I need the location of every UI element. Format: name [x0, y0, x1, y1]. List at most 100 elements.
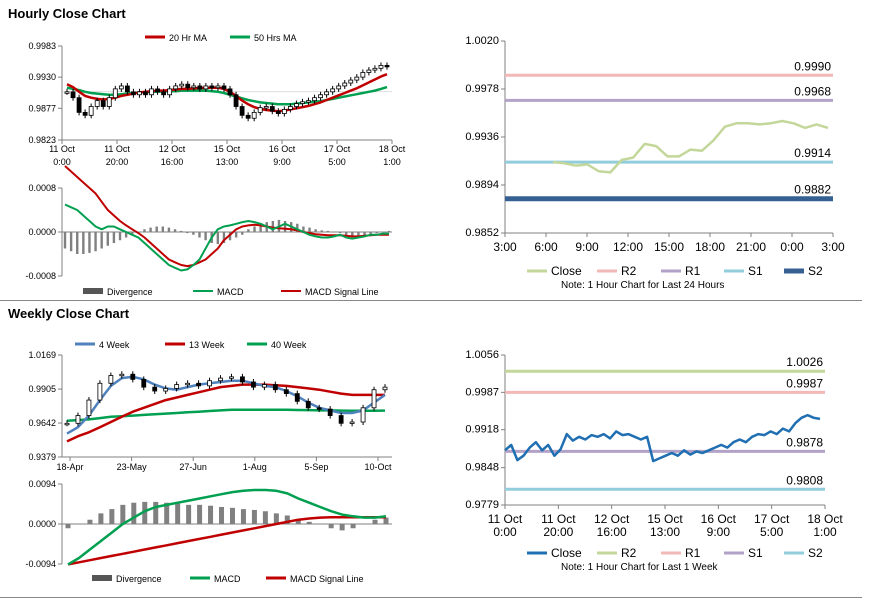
weekly-macd-divergence-bar [219, 506, 225, 524]
weekly-macd-divergence-bar [131, 502, 137, 524]
weekly-levels-y-tick-label: 1.0056 [465, 349, 499, 361]
hourly-levels-y-tick-label: 1.0020 [465, 35, 499, 47]
weekly-price-legend-label: 4 Week [99, 340, 130, 350]
hourly-macd-divergence-bar [192, 232, 195, 235]
weekly-levels-legend-label: R1 [685, 546, 701, 560]
weekly-macd-divergence-bar [109, 509, 115, 524]
hourly-price-x-tick-label: 20:00 [106, 157, 129, 167]
hourly-price-candle-body [155, 88, 160, 93]
weekly-macd-divergence-bar [328, 524, 334, 529]
hourly-price-candle-body [100, 100, 106, 107]
weekly-price-x-tick-label: 10-Oct [364, 462, 392, 472]
hourly-macd-divergence-bar [363, 232, 366, 237]
hourly-macd-divergence-bar [112, 232, 116, 243]
hourly-macd-divergence-bar [198, 232, 201, 238]
weekly-levels-s1-value-label: 0.9878 [786, 435, 823, 449]
hourly-macd-divergence-bar [161, 226, 165, 232]
weekly-price-candle-body [207, 380, 212, 387]
weekly-macd-divergence-bar [361, 524, 367, 525]
weekly-levels-s2-value-label: 0.9808 [786, 473, 823, 487]
hourly-price-candle-body [112, 88, 118, 99]
hourly-price-x-tick-label: 5:00 [328, 157, 346, 167]
hourly-price-x-tick-label: 1:00 [383, 157, 401, 167]
weekly-macd-divergence-bar [240, 509, 246, 524]
weekly-price-candle-body [97, 382, 103, 401]
weekly-macd-divergence-bar [87, 519, 93, 524]
hourly-price-candle-body [366, 69, 372, 73]
weekly-levels-x-tick-label: 16:00 [597, 525, 627, 539]
weekly-price-candle-body [163, 388, 169, 392]
weekly-price-candle-body [349, 421, 355, 424]
hourly-macd-legend-label: Divergence [107, 287, 153, 297]
hourly-price-candle-body [124, 85, 130, 93]
hourly-levels-close-series [552, 119, 829, 174]
hourly-macd-divergence-bar [149, 227, 152, 232]
hourly-macd-signal-series [64, 165, 389, 268]
weekly-levels-x-tick-label: 1:00 [813, 525, 837, 539]
hourly-macd-divergence-bar [100, 232, 103, 249]
weekly-price-candle-body [174, 384, 180, 389]
weekly-price-candle-body [86, 399, 92, 416]
weekly-macd-divergence-bar [142, 501, 148, 524]
hourly-macd-divergence-bar [369, 232, 372, 235]
weekly-price-candle-body [152, 386, 158, 392]
hourly-price-candle-body [143, 91, 148, 96]
hourly-macd-divergence-bar [247, 229, 250, 232]
hourly-macd-legend-label: MACD [217, 287, 244, 297]
weekly-macd-divergence-bar [98, 513, 104, 524]
weekly-price-x-tick-label: 1-Aug [243, 462, 267, 472]
hourly-macd-divergence-bar [63, 232, 67, 249]
weekly-macd-divergence-bar [65, 524, 71, 529]
hourly-macd-divergence-bar [381, 232, 385, 233]
weekly-macd-divergence-bar [273, 513, 279, 524]
hourly-price-candle-body [76, 97, 82, 113]
weekly-price-candle-body [261, 384, 267, 388]
hourly-levels-x-tick-label: 6:00 [534, 240, 558, 254]
weekly-price-candle-body [294, 393, 300, 402]
weekly-macd-divergence-bar [284, 515, 290, 524]
hourly-macd-divergence-bar [357, 232, 360, 238]
hourly-price-candle-body [330, 88, 336, 93]
weekly-price-legend-label: 40 Week [271, 340, 307, 350]
hourly-macd-divergence-bar [314, 229, 317, 232]
weekly-price-candle-body [218, 377, 223, 382]
weekly-price-y-tick-label: 1.0169 [28, 350, 56, 360]
hourly-price-candle-body [179, 83, 185, 87]
weekly-macd-divergence-bar [175, 503, 181, 524]
weekly-macd-legend-label: MACD Signal Line [290, 574, 364, 584]
weekly-levels-legend-label: Close [551, 546, 582, 560]
hourly-macd-divergence-bar [82, 232, 85, 254]
hourly-price-candle-body [306, 100, 311, 103]
hourly-macd-divergence-bar [326, 230, 330, 232]
hourly-levels-y-tick-label: 0.9978 [465, 83, 499, 95]
hourly-macd-divergence-bar [222, 232, 226, 243]
hourly-price-candle-body [137, 91, 142, 96]
hourly-price-candle-body [384, 64, 390, 68]
weekly-levels-x-tick-label: 5:00 [760, 525, 784, 539]
weekly-levels-y-tick-label: 0.9987 [465, 386, 499, 398]
hourly-macd-divergence-bar [94, 232, 97, 252]
hourly-price-ma50-series [66, 85, 388, 106]
hourly-price-candle-body [197, 85, 203, 90]
weekly-macd-y-tick-label: -0.0094 [25, 559, 56, 569]
hourly-price-candle-body [82, 111, 88, 116]
weekly-macd-divergence-bar [208, 505, 214, 524]
hourly-levels-x-tick-label: 12:00 [613, 240, 643, 254]
hourly-price-candle-body [70, 91, 76, 99]
hourly-price-candle-body [131, 91, 136, 96]
hourly-price-candle-body [215, 85, 221, 89]
hourly-levels-legend-label: S2 [808, 264, 823, 278]
hourly-price-candle-body [167, 88, 173, 96]
weekly-section-title: Weekly Close Chart [8, 306, 130, 321]
hourly-macd-divergence-bar [234, 232, 238, 238]
hourly-price-candle-body [378, 64, 384, 69]
weekly-macd-legend-label: MACD [214, 574, 241, 584]
weekly-macd-divergence-bar [306, 521, 312, 524]
weekly-macd-divergence-bar [372, 519, 378, 524]
hourly-price-candle-body [118, 85, 124, 90]
section-divider [0, 300, 862, 301]
hourly-macd-legend-swatch [83, 288, 103, 294]
hourly-macd-chart: 0.0008 0.0000 -0.0008 Divergence MACD MACD Si… [25, 165, 392, 297]
hourly-macd-divergence-bar [302, 226, 305, 232]
